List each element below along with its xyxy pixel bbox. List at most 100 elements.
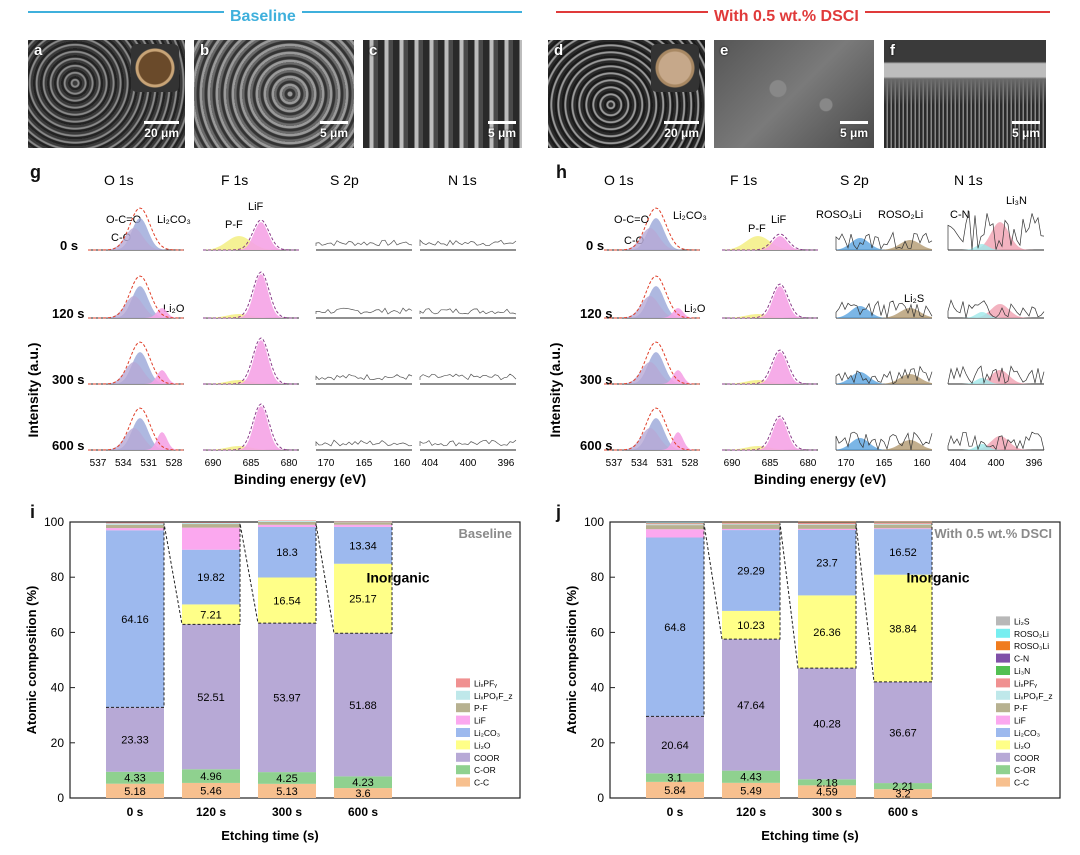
bar-segment [722, 639, 780, 771]
legend-label: LiₓPOᵧF_z [1014, 691, 1053, 701]
bar-segment [646, 522, 704, 524]
y-axis-label: Atomic composition (%) [24, 586, 39, 735]
xps-spectrum [835, 300, 933, 319]
bar-segment [722, 522, 780, 523]
x-tick-label: 600 s [888, 805, 918, 819]
legend-label: LiₓPFᵧ [474, 678, 497, 688]
bar-segment [798, 522, 856, 525]
bar-segment [722, 610, 780, 640]
bar-segment [798, 522, 856, 523]
data-label: 40.28 [813, 719, 841, 731]
bar-segment [646, 523, 704, 525]
bar-segment [646, 522, 704, 523]
bar-segment [646, 781, 704, 798]
xps-spectrum [419, 373, 517, 385]
data-label: 16.54 [273, 595, 301, 607]
data-label: 4.25 [276, 773, 297, 785]
xps-tick-label: 528 [166, 458, 183, 469]
peak-fill-coor [88, 296, 184, 318]
legend-label: C-N [1014, 654, 1029, 664]
bar-segment [874, 521, 932, 522]
bar-segment [106, 523, 164, 525]
y-tick-label: 100 [44, 515, 64, 529]
bar-segment [798, 524, 856, 526]
xps-xlabel-h: Binding energy (eV) [754, 471, 886, 487]
bar-segment [334, 526, 392, 564]
xps-tick-label: 690 [724, 458, 741, 469]
legend-swatch [456, 715, 470, 725]
legend-swatch [996, 728, 1010, 737]
xps-tick-label: 400 [460, 458, 477, 469]
dsci-header-text: With 0.5 wt.% DSCI [708, 8, 865, 26]
sem-label-b: b [200, 42, 210, 59]
data-label: 47.64 [737, 700, 765, 712]
data-label: 64.16 [121, 614, 149, 626]
bar-segment [106, 783, 164, 798]
bar-segment [106, 707, 164, 772]
xps-col-f1s: F 1s [221, 172, 248, 188]
bar-segment [106, 524, 164, 529]
bar-segment [798, 779, 856, 786]
panel-label-g: g [30, 162, 41, 182]
peak-fill-lif [203, 340, 299, 384]
bar-segment [722, 530, 780, 611]
xps-tick-label: 404 [422, 458, 439, 469]
legend-label: C-OR [1014, 765, 1036, 775]
bar-segment [258, 783, 316, 798]
sem-image-a: a 20 μm [28, 40, 185, 148]
peak-fill-lif [722, 418, 818, 450]
data-label: 4.96 [200, 771, 221, 783]
raw-data-trace [315, 239, 413, 247]
xps-spectrum [947, 299, 1045, 319]
raw-data-trace [947, 365, 1045, 385]
peak-label-lif: LiF [771, 214, 787, 226]
data-label: 25.17 [349, 593, 377, 605]
legend-swatch [456, 740, 470, 750]
fit-envelope [203, 337, 299, 385]
xps-tick-label: 165 [876, 458, 893, 469]
peak-fill-lif [722, 286, 818, 318]
legend-swatch [996, 666, 1010, 675]
data-label: 4.59 [816, 787, 837, 799]
bar-segment [182, 524, 240, 528]
bar-segment [798, 525, 856, 529]
legend-label: Li₂S [1014, 616, 1030, 626]
bar-segment [334, 633, 392, 777]
panel-label-i: i [30, 502, 36, 522]
xps-spectrum [835, 231, 933, 251]
fit-envelope [203, 219, 299, 251]
peak-fill-li2o [604, 308, 700, 318]
time-label-0: 0 s [60, 238, 78, 253]
data-label: 4.33 [124, 773, 145, 785]
xps-spectrum [604, 275, 700, 319]
legend-label: C-OR [474, 765, 496, 775]
xps-spectrum [722, 415, 818, 451]
bar-segment [798, 668, 856, 780]
bar-segment [646, 521, 704, 523]
xps-spectrum [419, 439, 517, 451]
xps-col-n1s: N 1s [954, 172, 983, 188]
legend-swatch [996, 752, 1010, 762]
bar-segment [874, 528, 932, 530]
data-label: 38.84 [889, 623, 917, 635]
peak-label-li2co3: Li₂CO₃ [157, 214, 191, 226]
bar-segment [646, 529, 704, 538]
time-label-300: 300 s [52, 372, 85, 387]
bar-segment [182, 549, 240, 605]
peak-label-oco: O-C=O [106, 214, 142, 226]
xps-tick-label: 685 [243, 458, 260, 469]
legend-label: C-C [1014, 778, 1029, 788]
peak-fill-coor [604, 428, 700, 450]
bar-segment [722, 523, 780, 525]
electrode-photo-inset [131, 44, 179, 92]
bar-segment [258, 522, 316, 525]
peak-fill-li3n [948, 436, 1044, 450]
peak-fill-li2o [604, 370, 700, 384]
scale-bar-c: 5 μm [487, 121, 516, 140]
legend-swatch [456, 703, 470, 713]
raw-data-trace [419, 439, 517, 447]
x-tick-label: 0 s [667, 805, 684, 819]
raw-data-trace [835, 431, 933, 451]
raw-data-trace [419, 373, 517, 381]
bar-segment [258, 520, 316, 521]
